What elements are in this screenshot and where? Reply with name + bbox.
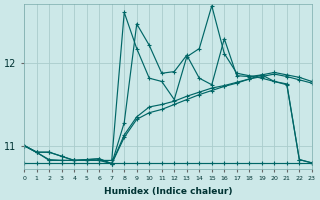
X-axis label: Humidex (Indice chaleur): Humidex (Indice chaleur) xyxy=(104,187,232,196)
